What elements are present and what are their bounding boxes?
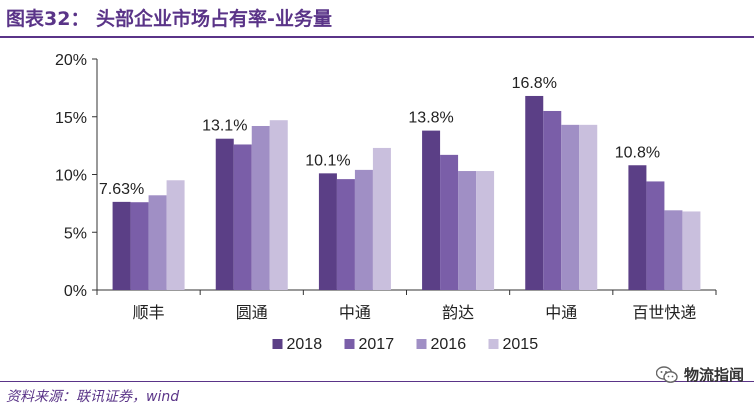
bar [664, 210, 683, 290]
data-label: 13.8% [408, 110, 453, 127]
x-tick-label: 百世快递 [632, 303, 696, 322]
wechat-icon [655, 365, 678, 383]
bar [628, 165, 647, 290]
y-tick-label: 10% [55, 168, 87, 185]
bar [646, 181, 665, 290]
y-tick-label: 15% [55, 110, 87, 127]
legend-label: 2017 [359, 336, 395, 353]
legend-label: 2018 [287, 336, 323, 353]
legend-swatch [488, 339, 499, 349]
bar [148, 195, 167, 290]
bar [543, 110, 562, 290]
bar-chart: 0% 5% 10% 15% 20% 7.63% 顺丰 13.1% 圆通 10.1% 中通 13.8% 韵… [55, 52, 717, 353]
data-label: 13.1% [202, 118, 247, 135]
watermark: 物流指闻 [655, 364, 744, 385]
bar [336, 179, 355, 290]
bar [130, 202, 149, 290]
bar [579, 124, 598, 291]
bar [215, 138, 234, 290]
bar [561, 124, 580, 291]
x-tick-label: 顺丰 [133, 303, 165, 322]
watermark-text: 物流指闻 [683, 366, 744, 384]
bar [682, 211, 701, 290]
figure-title: 图表32： 头部企业市场占有率-业务量 [6, 8, 332, 30]
y-tick-label: 20% [55, 52, 87, 69]
legend-label: 2016 [431, 336, 467, 353]
bar [269, 120, 288, 290]
legend-swatch [344, 339, 355, 349]
bar [525, 95, 544, 291]
bar [422, 130, 441, 290]
x-tick-label: 中通 [545, 303, 577, 322]
footer-divider [0, 381, 754, 382]
bar [318, 173, 337, 290]
bar [354, 169, 373, 290]
data-label: 7.63% [99, 181, 144, 198]
data-label: 10.8% [615, 144, 660, 161]
x-tick-label: 中通 [339, 303, 371, 322]
x-tick-label: 圆通 [236, 303, 268, 322]
bar [458, 171, 477, 290]
bar [476, 171, 495, 290]
bar [440, 154, 459, 290]
y-tick-label: 0% [64, 283, 87, 300]
bar [112, 201, 131, 290]
bar [251, 125, 270, 291]
legend-swatch [416, 339, 427, 349]
title-divider [0, 36, 754, 38]
legend-swatch [272, 339, 283, 349]
bar [233, 144, 252, 290]
data-label: 10.1% [305, 152, 350, 169]
bar [166, 180, 185, 290]
source-note: 资料来源：联讯证券，wind [6, 389, 180, 405]
y-tick-label: 5% [64, 225, 87, 242]
x-tick-label: 韵达 [442, 303, 474, 322]
bar [372, 147, 391, 290]
legend-label: 2015 [503, 336, 539, 353]
data-label: 16.8% [512, 75, 557, 92]
